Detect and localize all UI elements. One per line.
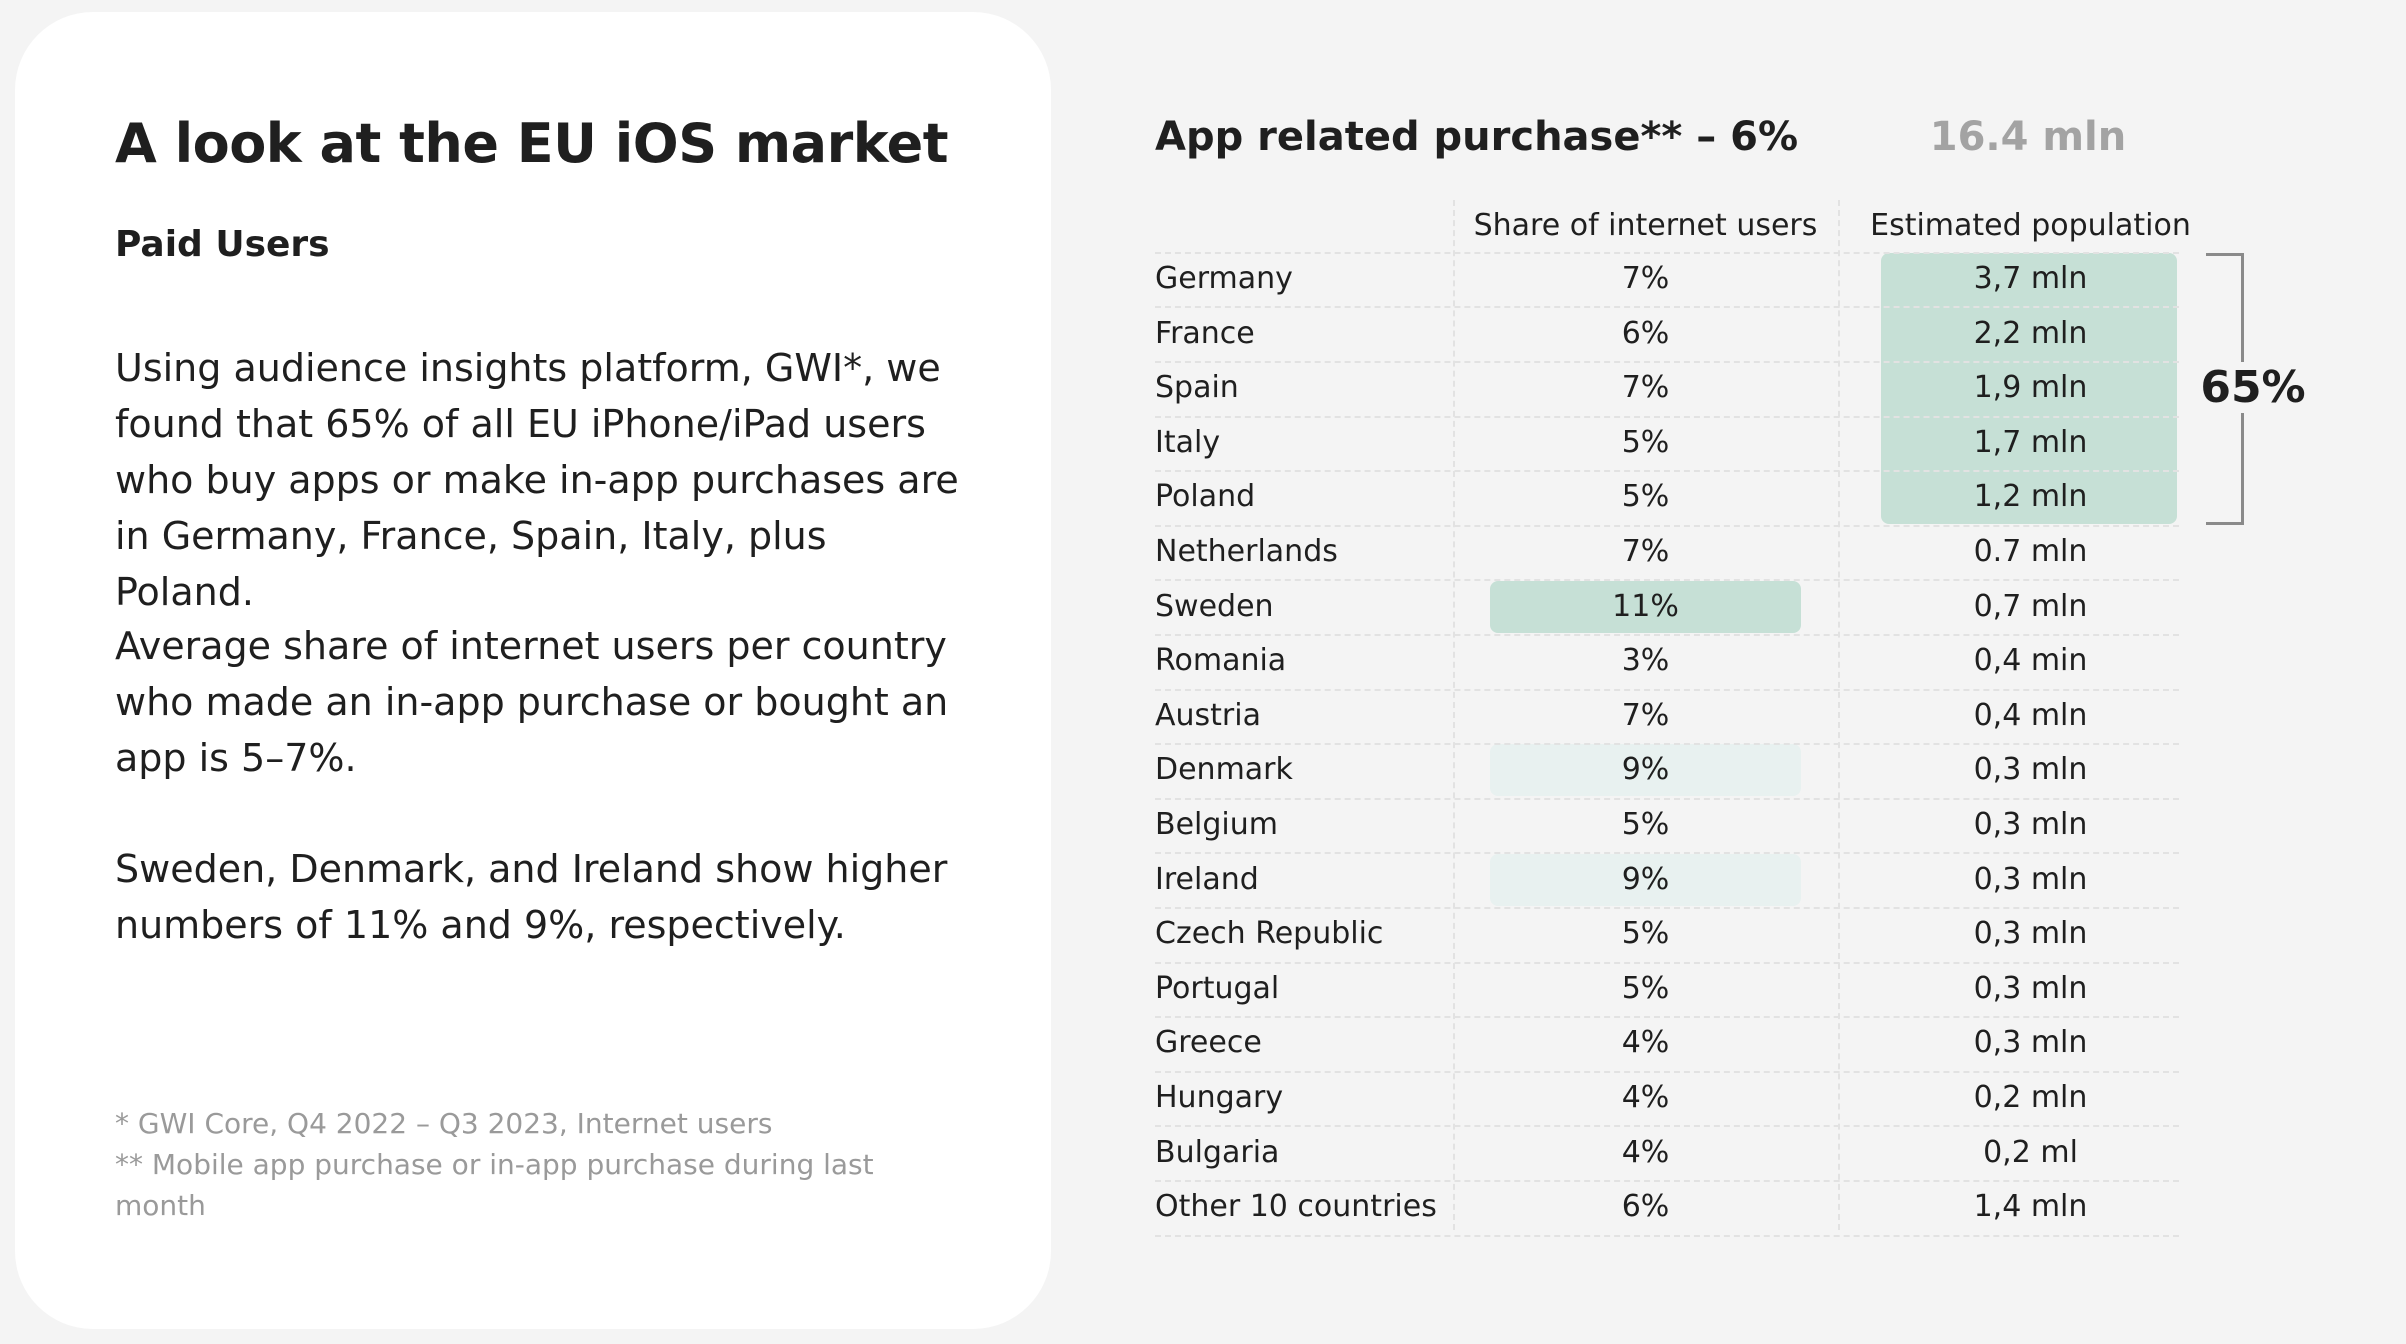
country-cell: Netherlands (1155, 534, 1338, 569)
population-cell: 0,3 mln (1973, 916, 2088, 952)
population-cell: 2,2 mln (1973, 315, 2088, 351)
highlight (1881, 253, 2177, 524)
row-divider (1155, 1070, 2179, 1073)
share-cell: 6% (1621, 1189, 1670, 1225)
row-divider (1155, 688, 2179, 691)
paragraph: Average share of internet users per coun… (115, 624, 949, 780)
country-cell: Germany (1155, 261, 1293, 296)
row-divider (1155, 961, 2179, 964)
table-total: 16.4 mln (1929, 114, 2127, 160)
population-cell: 0,7 mln (1973, 588, 2088, 624)
population-cell: 0,2 mln (1973, 1080, 2088, 1115)
table-heading: App related purchase** – 6% (1155, 114, 1799, 160)
row-divider (1155, 852, 2179, 855)
population-cell: 0,4 min (1973, 643, 2088, 679)
info-card (15, 12, 1051, 1329)
share-cell: 5% (1621, 479, 1670, 515)
paragraph: Using audience insights platform, GWI*, … (115, 346, 959, 614)
share-cell: 6% (1621, 315, 1670, 351)
population-cell: 0,3 mln (1973, 807, 2088, 842)
country-cell: Romania (1155, 643, 1287, 679)
row-divider (1155, 524, 2179, 527)
share-cell: 4% (1621, 1080, 1670, 1115)
country-cell: Denmark (1155, 752, 1293, 788)
population-cell: 1,2 mln (1973, 479, 2088, 515)
row-divider (1155, 1125, 2179, 1128)
row-divider (1155, 470, 2179, 473)
share-cell: 7% (1621, 370, 1670, 406)
share-cell: 5% (1621, 970, 1670, 1006)
population-cell: 1,4 mln (1973, 1189, 2088, 1225)
population-cell: 0,3 mln (1973, 752, 2088, 788)
population-cell: 0,3 mln (1973, 861, 2088, 897)
share-cell: 7% (1621, 697, 1670, 733)
row-divider (1155, 906, 2179, 909)
row-divider (1155, 1016, 2179, 1019)
country-cell: Belgium (1155, 807, 1278, 842)
share-cell: 9% (1621, 752, 1670, 788)
share-cell: 5% (1621, 424, 1670, 460)
highlight (1490, 853, 1801, 906)
column-header: Estimated population (1870, 208, 2191, 243)
population-cell: 0.7 mln (1973, 534, 2088, 569)
population-cell: 3,7 mln (1973, 261, 2088, 296)
title: A look at the EU iOS market (115, 112, 949, 175)
country-cell: Ireland (1155, 861, 1259, 897)
population-cell: 1,7 mln (1973, 424, 2088, 460)
footnote: ** Mobile app purchase or in-app purchas… (115, 1148, 874, 1222)
share-cell: 4% (1621, 1134, 1670, 1170)
country-cell: Poland (1155, 479, 1256, 515)
row-divider (1155, 1234, 2179, 1237)
row-divider (1155, 743, 2179, 746)
bracket-label: 65% (2200, 362, 2306, 413)
population-cell: 1,9 mln (1973, 370, 2088, 406)
country-cell: Sweden (1155, 588, 1274, 624)
paragraph: Sweden, Denmark, and Ireland show higher… (115, 847, 948, 947)
country-cell: Spain (1155, 370, 1239, 406)
share-cell: 5% (1621, 807, 1670, 842)
share-cell: 9% (1621, 861, 1670, 897)
country-cell: Czech Republic (1155, 916, 1384, 952)
subtitle: Paid Users (115, 224, 330, 265)
share-cell: 11% (1612, 588, 1679, 624)
column-divider (1838, 200, 1840, 1230)
country-cell: Other 10 countries (1155, 1189, 1437, 1225)
population-cell: 0,3 mln (1973, 970, 2088, 1006)
share-cell: 7% (1621, 261, 1670, 296)
country-cell: Austria (1155, 697, 1261, 733)
population-cell: 0,3 mln (1973, 1025, 2088, 1061)
population-cell: 0,4 mln (1973, 697, 2088, 733)
footnote: * GWI Core, Q4 2022 – Q3 2023, Internet … (115, 1107, 773, 1140)
row-divider (1155, 306, 2179, 309)
country-cell: Portugal (1155, 970, 1280, 1006)
country-cell: Italy (1155, 424, 1221, 460)
column-divider (1453, 200, 1455, 1230)
country-cell: Greece (1155, 1025, 1262, 1061)
share-cell: 5% (1621, 916, 1670, 952)
row-divider (1155, 579, 2179, 582)
country-cell: Hungary (1155, 1080, 1284, 1115)
population-cell: 0,2 ml (1983, 1134, 2078, 1170)
highlight (1490, 744, 1801, 797)
country-cell: France (1155, 315, 1255, 351)
row-divider (1155, 1179, 2179, 1182)
row-divider (1155, 797, 2179, 800)
row-divider (1155, 360, 2179, 363)
row-divider (1155, 251, 2179, 254)
highlight (1490, 580, 1801, 633)
share-cell: 4% (1621, 1025, 1670, 1061)
row-divider (1155, 633, 2179, 636)
country-cell: Bulgaria (1155, 1134, 1280, 1170)
column-header: Share of internet users (1473, 208, 1818, 243)
share-cell: 7% (1621, 534, 1670, 569)
row-divider (1155, 415, 2179, 418)
share-cell: 3% (1621, 643, 1670, 679)
